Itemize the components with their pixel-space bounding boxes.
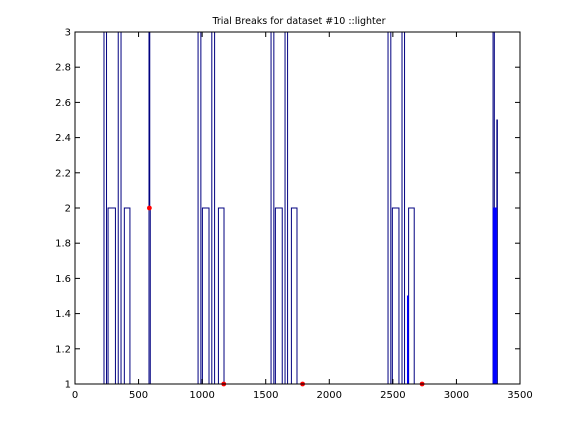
- y-tick-label-9: 2.8: [55, 63, 71, 74]
- y-tick-label-6: 2.2: [55, 168, 71, 179]
- marker-point-0: [146, 205, 152, 211]
- y-tick-label-0: 1: [65, 380, 71, 391]
- x-tick-label-6: 3000: [444, 390, 469, 401]
- y-tick-label-5: 2: [65, 204, 71, 215]
- x-tick-label-7: 3500: [507, 390, 532, 401]
- y-tick-label-4: 1.8: [55, 239, 71, 250]
- series-line-1: [406, 295, 409, 384]
- plot-area: [75, 32, 520, 384]
- y-tick-label-8: 2.6: [55, 98, 71, 109]
- x-tick-label-3: 1500: [253, 390, 278, 401]
- axes: 0 500 1000 1500 2000 2500 3000 3500 1 1.2 1.4 1.6 1.…: [55, 28, 533, 402]
- y-tick-label-2: 1.4: [55, 309, 71, 320]
- x-tick-label-5: 2500: [380, 390, 405, 401]
- series-band-2: [492, 207, 497, 385]
- y-tick-label-3: 1.6: [55, 274, 71, 285]
- x-tick-label-0: 0: [72, 390, 78, 401]
- y-tick-label-10: 3: [65, 28, 71, 39]
- x-tick-label-4: 2000: [317, 390, 342, 401]
- y-tick-label-7: 2.4: [55, 133, 71, 144]
- chart-title: Trial Breaks for dataset #10 ::lighter: [211, 16, 385, 27]
- x-tick-label-1: 500: [129, 390, 148, 401]
- y-tick-label-1: 1.2: [55, 344, 71, 355]
- x-tick-label-2: 1000: [189, 390, 214, 401]
